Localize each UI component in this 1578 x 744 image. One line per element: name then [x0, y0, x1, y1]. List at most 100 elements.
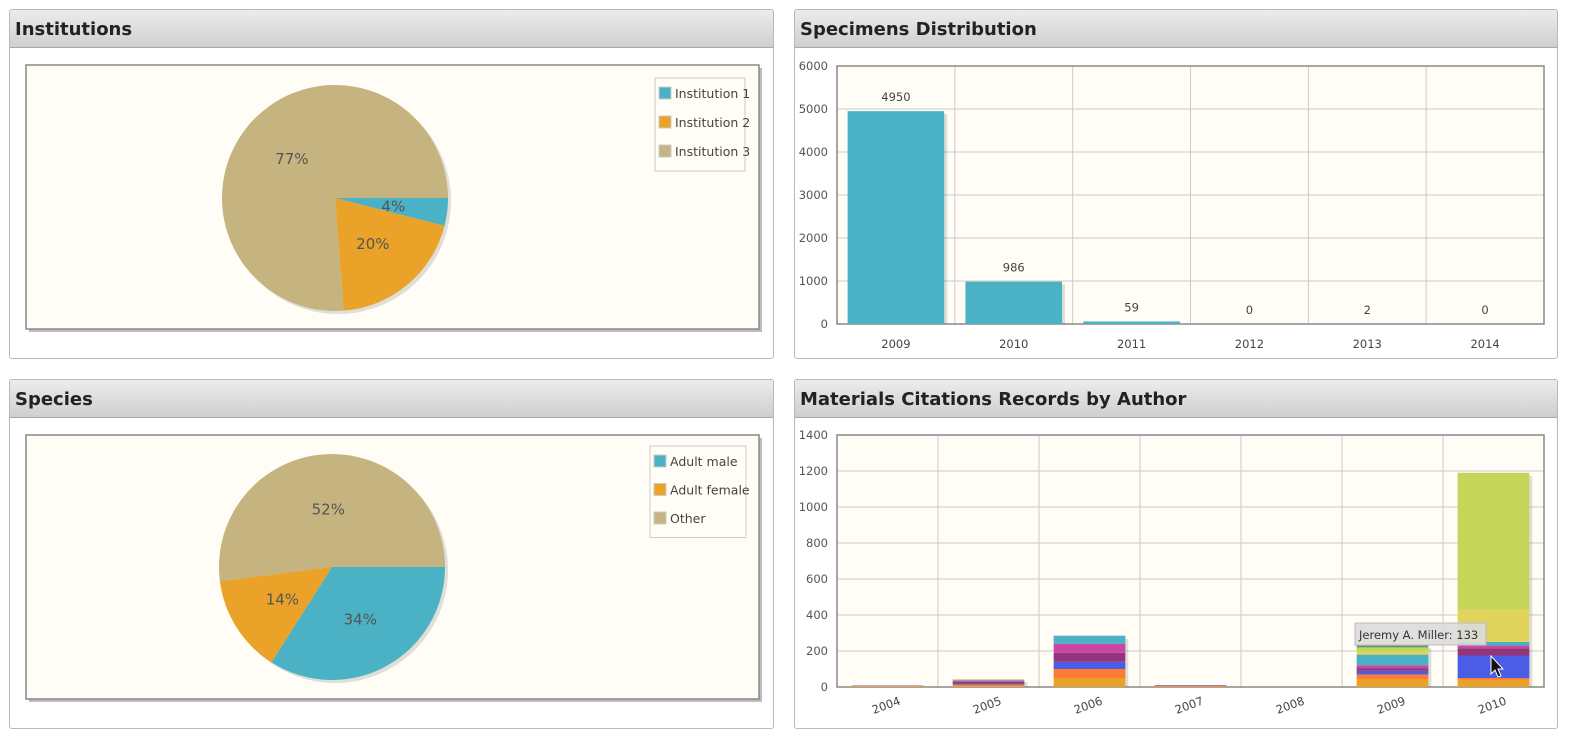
legend-item: Adult female [670, 483, 750, 498]
x-tick-label: 2007 [1173, 694, 1205, 717]
x-tick-label: 2006 [1072, 694, 1104, 717]
legend-swatch [653, 483, 667, 496]
panel-header: Materials Citations Records by Author [795, 380, 1557, 418]
pie-slice-label: 77% [275, 150, 308, 168]
stack-segment-2009 [1356, 674, 1429, 679]
citations-stacked-bar-chart[interactable]: 0 200 400 600 800 1000 1200 1400 2004 2005 2006 200… [795, 418, 1558, 729]
panel-header: Institutions [10, 10, 773, 48]
stack-segment-2007 [1154, 685, 1227, 687]
legend-swatch [653, 454, 667, 468]
legend-swatch [658, 115, 672, 129]
pie-slice-institution-3 [222, 85, 448, 311]
pie-slice-label: 4% [381, 197, 405, 215]
tooltip: Jeremy A. Miller: 133 [1354, 622, 1487, 646]
stack-segment-2010 [1457, 679, 1530, 687]
stack-segment-2006 [1053, 661, 1126, 669]
species-pie-chart[interactable]: 34% 14% 52% Adult male Adult female Other [10, 418, 774, 729]
stack-segment-2010 [1457, 642, 1530, 646]
stack-segment-2010 [1457, 648, 1530, 656]
x-tick-label: 2012 [1235, 337, 1264, 351]
y-tick-label: 600 [806, 572, 828, 586]
stack-segment-2006 [1053, 678, 1126, 687]
stack-segment-2005 [952, 680, 1025, 682]
x-tick-label: 2013 [1353, 337, 1382, 351]
panel-title: Specimens Distribution [800, 19, 1037, 40]
stack-segment-2006 [1053, 643, 1126, 653]
x-tick-label: 2010 [1476, 694, 1508, 717]
legend-item: Adult male [670, 454, 738, 469]
institutions-panel: Institutions 4% 20% 77% Institution 1 Instit… [9, 9, 774, 359]
pie-slice-label: 20% [356, 235, 389, 253]
stack-segment-2009 [1356, 645, 1429, 648]
tooltip-text: Jeremy A. Miller: 133 [1358, 628, 1478, 642]
y-tick-label: 1200 [799, 464, 828, 478]
y-tick-label: 1000 [799, 500, 828, 514]
stack-segment-2009 [1356, 668, 1429, 671]
stack-segment-2006 [1053, 669, 1126, 678]
stack-segment-2009 [1356, 654, 1429, 666]
x-tick-label: 2009 [881, 337, 910, 351]
plot-border [836, 65, 1545, 325]
y-tick-label: 200 [806, 644, 828, 658]
panel-title: Materials Citations Records by Author [800, 389, 1187, 410]
pie-slice-adult-female [219, 567, 332, 663]
y-tick-label: 5000 [799, 102, 828, 116]
stack-segment-2005 [952, 685, 1025, 687]
stack-segment-2009 [1356, 651, 1429, 655]
stack-segment-2007 [1154, 686, 1227, 687]
x-tick-label: 2009 [1375, 694, 1407, 717]
species-panel: Species 34% 14% 52% Adult male Adult female O… [9, 379, 774, 729]
legend-item: Institution 2 [675, 115, 750, 130]
stack-segment-2005 [952, 684, 1025, 686]
stack-segment-2004 [851, 686, 924, 687]
stack-segment-2010 [1457, 678, 1530, 680]
legend-item: Other [670, 511, 706, 526]
pie-slice-label: 34% [344, 610, 377, 628]
legend-swatch [658, 144, 672, 158]
stack-segment-2010 [1457, 472, 1530, 610]
panel-header: Specimens Distribution [795, 10, 1557, 48]
y-tick-label: 2000 [799, 231, 828, 245]
legend-swatch [658, 86, 672, 100]
specimens-panel: Specimens Distribution 0 1000 2000 3000 4000… [794, 9, 1558, 359]
stack-segment-2004 [851, 685, 924, 687]
bar-value-label: 4950 [881, 90, 910, 104]
legend-item: Institution 3 [675, 144, 750, 159]
stack-segment-2005 [952, 679, 1025, 680]
institutions-pie-chart[interactable]: 4% 20% 77% Institution 1 Institution 2 Instit… [10, 48, 774, 359]
pie-slice-label: 14% [266, 590, 299, 608]
plot-area [837, 435, 1544, 687]
x-tick-label: 2014 [1470, 337, 1499, 351]
panel-header: Species [10, 380, 773, 418]
stack-segment-2009 [1356, 665, 1429, 669]
x-tick-label: 2010 [999, 337, 1028, 351]
x-tick-label: 2005 [971, 694, 1003, 717]
mouse-cursor-icon [1490, 654, 1505, 678]
bar-2011 [1083, 321, 1180, 324]
pie-slice-institution-2 [335, 198, 445, 311]
stack-segment-2009 [1356, 647, 1429, 652]
legend-swatch [653, 511, 667, 525]
y-tick-label: 0 [821, 680, 828, 694]
panel-title: Species [15, 389, 93, 410]
stack-segment-2006 [1053, 635, 1126, 644]
y-tick-label: 4000 [799, 145, 828, 159]
bar-2009 [847, 111, 945, 325]
stack-segment-2009 [1356, 678, 1429, 687]
y-tick-label: 800 [806, 536, 828, 550]
y-tick-label: 1000 [799, 274, 828, 288]
stack-segment-2005 [952, 679, 1025, 681]
pie-slice-label: 52% [312, 500, 345, 518]
specimens-bar-chart[interactable]: 0 1000 2000 3000 4000 5000 6000 4950 2009 986 2010… [795, 48, 1558, 359]
y-tick-label: 0 [821, 317, 828, 331]
y-tick-label: 3000 [799, 188, 828, 202]
stack-segment-2005 [952, 681, 1025, 684]
pie-slice-institution-1 [335, 198, 448, 226]
x-tick-label: 2004 [870, 694, 902, 717]
pie-slice-other [219, 453, 445, 582]
y-tick-label: 1400 [799, 428, 828, 442]
stack-segment-2010 [1457, 645, 1530, 649]
bar-value-label: 986 [1003, 261, 1025, 275]
stack-segment-2006 [1053, 652, 1126, 662]
bar-2010 [965, 281, 1063, 324]
